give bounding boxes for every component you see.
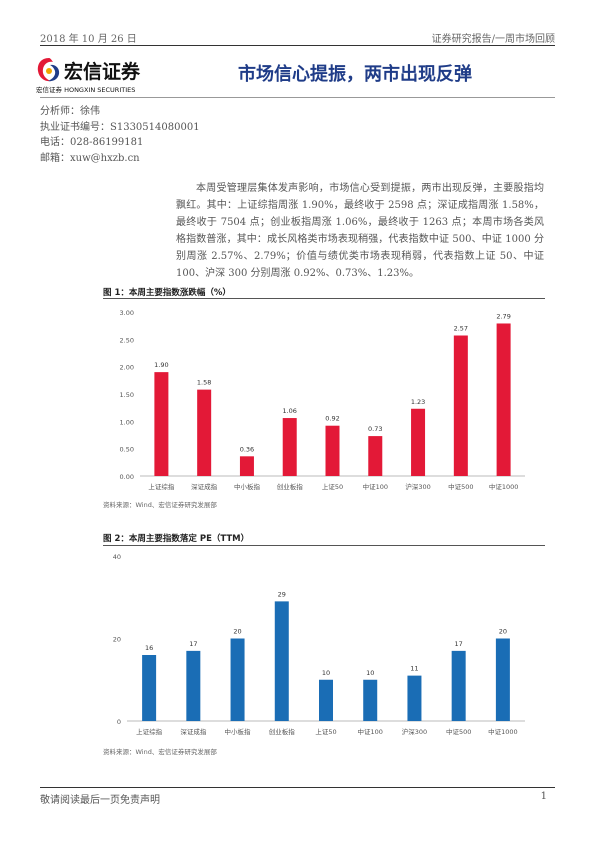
data-label: 0.92 (325, 415, 339, 423)
logo-name-en: 宏信证券 HONGXIN SECURITIES (36, 86, 136, 94)
x-tick-label: 上证50 (315, 727, 336, 736)
x-tick-label: 创业板指 (269, 727, 296, 736)
bar (368, 436, 383, 476)
footer-divider (40, 787, 555, 788)
x-tick-label: 中证1000 (489, 482, 519, 491)
x-tick-label: 中小板指 (225, 727, 252, 736)
bar (186, 650, 201, 721)
page-number: 1 (540, 791, 547, 802)
analyst-phone: 电话：028-86199181 (40, 137, 144, 148)
data-label: 1.90 (154, 361, 168, 369)
bar (154, 372, 169, 476)
data-label: 0.73 (368, 425, 382, 433)
x-tick-label: 深证成指 (191, 482, 218, 491)
data-label: 0.36 (240, 445, 254, 453)
x-tick-label: 中证100 (358, 727, 383, 736)
header-divider (40, 45, 555, 46)
logo-mark-icon (37, 58, 60, 82)
bar (239, 456, 254, 476)
x-tick-label: 中证100 (363, 482, 388, 491)
figure-2-source: 资料来源：Wind、宏信证券研究发展部 (103, 748, 217, 756)
data-label: 2.79 (496, 312, 510, 320)
bar (363, 679, 378, 721)
data-label: 16 (145, 644, 153, 652)
data-label: 29 (278, 590, 286, 598)
data-label: 20 (499, 628, 507, 636)
y-tick-label: 3.00 (120, 309, 134, 317)
data-label: 11 (410, 665, 418, 673)
y-tick-label: 2.50 (120, 336, 134, 344)
report-type: 证券研究报告/一周市场回顾 (431, 34, 555, 45)
y-tick-label: 2.00 (120, 364, 134, 372)
analyst-info: 分析师：徐伟 执业证书编号：S1330514080001 电话：028-8619… (40, 104, 200, 166)
summary-paragraph: 本周受管理层集体发声影响，市场信心受到提振，两市出现反弹，主要股指均飘红。其中：… (176, 183, 544, 279)
x-tick-label: 上证综指 (148, 482, 175, 491)
figure-1-source: 资料来源：Wind、宏信证券研究发展部 (103, 501, 217, 509)
x-tick-label: 中证1000 (488, 727, 518, 736)
analyst-name: 分析师：徐伟 (40, 106, 100, 117)
bar (325, 425, 340, 476)
data-label: 2.57 (454, 325, 468, 333)
bar (407, 675, 422, 721)
figure-1-divider (103, 298, 545, 299)
bar (230, 638, 245, 721)
bar (411, 408, 426, 476)
x-tick-label: 深证成指 (180, 727, 207, 736)
bar (453, 335, 468, 476)
bar (496, 323, 511, 476)
x-tick-label: 中小板指 (234, 482, 261, 491)
footer-disclaimer: 敬请阅读最后一页免责声明 (40, 795, 160, 806)
bar (319, 679, 333, 721)
data-label: 20 (233, 628, 241, 636)
y-tick-label: 40 (113, 553, 121, 561)
y-tick-label: 0 (117, 718, 121, 726)
bar (142, 655, 157, 721)
bar (282, 418, 297, 476)
data-label: 17 (189, 640, 197, 648)
x-tick-label: 沪深300 (405, 482, 430, 491)
data-label: 17 (455, 640, 463, 648)
x-tick-label: 沪深300 (402, 727, 427, 736)
y-tick-label: 1.50 (120, 391, 134, 399)
bar (197, 389, 212, 476)
logo-name-cn: 宏信证券 (64, 61, 141, 83)
data-label: 10 (366, 669, 374, 677)
data-label: 1.23 (411, 398, 425, 406)
bar (451, 650, 466, 721)
data-label: 1.58 (197, 379, 211, 387)
x-tick-label: 中证500 (448, 482, 473, 491)
figure-2-chart: 0 20 40 16 上证综指 17 深证成指 20 中小板指 29 创业板指 10 上证50 10 中证1… (113, 553, 525, 736)
page-title: 市场信心提振，两市出现反弹 (238, 64, 472, 85)
figure-2-title: 图 2：本周主要指数落定 PE（TTM） (103, 534, 250, 544)
analyst-email[interactable]: 邮箱：xuw@hxzb.cn (40, 152, 140, 164)
data-label: 1.06 (282, 407, 296, 415)
x-tick-label: 上证50 (322, 482, 343, 491)
y-tick-label: 0.50 (120, 446, 134, 454)
y-tick-label: 0.00 (120, 473, 134, 481)
y-tick-label: 1.00 (120, 418, 134, 426)
x-tick-label: 创业板指 (277, 482, 304, 491)
bar (274, 601, 289, 721)
x-tick-label: 中证500 (446, 727, 471, 736)
data-label: 10 (322, 669, 330, 677)
figure-1-title: 图 1：本周主要指数涨跌幅（%） (103, 288, 231, 298)
y-tick-label: 20 (113, 636, 121, 644)
company-logo: 宏信证券 宏信证券 HONGXIN SECURITIES (36, 54, 166, 94)
title-divider (40, 97, 555, 98)
bar (495, 638, 510, 721)
report-date: 2018 年 10 月 26 日 (40, 34, 137, 45)
figure-1-chart: 0.00 0.50 1.00 1.50 2.00 2.50 3.00 1.90 上证综指 1.58… (120, 309, 525, 491)
x-tick-label: 上证综指 (136, 727, 163, 736)
analyst-license: 执业证书编号：S1330514080001 (40, 121, 200, 133)
figure-2-divider (103, 545, 545, 546)
